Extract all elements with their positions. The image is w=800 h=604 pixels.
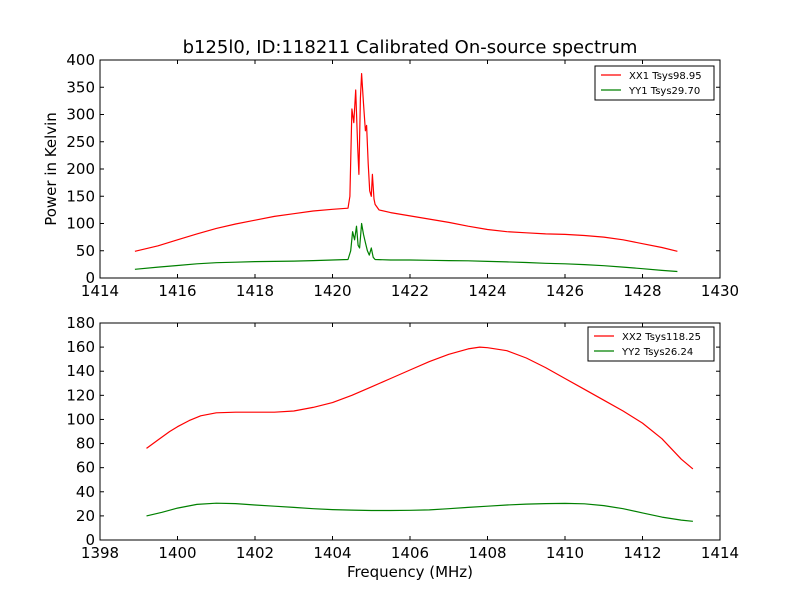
legend: XX1 Tsys98.95 YY1 Tsys29.70: [594, 65, 715, 101]
y-axis-label: Power in Kelvin: [42, 112, 60, 226]
chart-title: b125l0, ID:118211 Calibrated On-source s…: [183, 37, 638, 58]
series-line-xx2: [146, 346, 694, 470]
x-tick-label: 1428: [623, 282, 661, 300]
x-tick-label: 1404: [313, 544, 351, 562]
top-panel: Power in Kelvin 1414 1416 1418 1420 1422 1424 1…: [42, 51, 739, 300]
x-tick-label: 1400: [158, 544, 196, 562]
x-tick-label: 1408: [468, 544, 506, 562]
legend-label: XX1 Tsys98.95: [629, 71, 702, 82]
legend-box: [587, 326, 715, 362]
y-tick-label: 0: [85, 269, 95, 287]
series-line-xx1: [134, 73, 678, 252]
x-tick-label: 1414: [81, 282, 119, 300]
x-tick-label: 1412: [623, 544, 661, 562]
y-tick-label: 80: [76, 435, 95, 453]
legend-box: [594, 65, 715, 101]
x-tick-label: 1426: [546, 282, 584, 300]
y-tick-label: 100: [66, 215, 95, 233]
y-tick-label: 20: [76, 507, 95, 525]
x-tick-label: 1430: [701, 282, 739, 300]
y-tick-label: 350: [66, 78, 95, 96]
legend-label: YY2 Tsys26.24: [621, 347, 693, 358]
y-tick-label: 50: [76, 242, 95, 260]
series-line-yy1: [134, 222, 678, 273]
y-tick-label: 160: [66, 338, 95, 356]
y-tick-label: 250: [66, 133, 95, 151]
legend-label: XX2 Tsys118.25: [622, 332, 701, 343]
y-tick-label: 140: [66, 362, 95, 380]
x-tick-label: 1424: [468, 282, 506, 300]
x-tick-label: 1420: [313, 282, 351, 300]
y-tick-label: 200: [66, 160, 95, 178]
legend-label: YY1 Tsys29.70: [628, 86, 700, 97]
x-axis-label: Frequency (MHz): [347, 563, 473, 581]
x-tick-label: 1416: [158, 282, 196, 300]
y-tick-label: 180: [66, 314, 95, 332]
x-tick-label: 1422: [391, 282, 429, 300]
x-tick-label: 1402: [236, 544, 274, 562]
legend: XX2 Tsys118.25 YY2 Tsys26.24: [587, 326, 715, 362]
x-tick-label: 1406: [391, 544, 429, 562]
x-tick-label: 1414: [701, 544, 739, 562]
y-tick-label: 150: [66, 187, 95, 205]
y-tick-label: 60: [76, 459, 95, 477]
x-tick-label: 1410: [546, 544, 584, 562]
x-tick-label: 1418: [236, 282, 274, 300]
y-tick-label: 120: [66, 386, 95, 404]
x-tick-label: 1398: [81, 544, 119, 562]
y-tick-label: 0: [85, 531, 95, 549]
y-tick-label: 300: [66, 106, 95, 124]
series-line-yy2: [146, 502, 693, 522]
y-tick-label: 400: [66, 51, 95, 69]
y-tick-label: 100: [66, 410, 95, 428]
bottom-panel: 1398 1400 1402 1404 1406 1408 1410 1412 1414 0 20 4…: [66, 314, 739, 562]
y-tick-label: 40: [76, 483, 95, 501]
